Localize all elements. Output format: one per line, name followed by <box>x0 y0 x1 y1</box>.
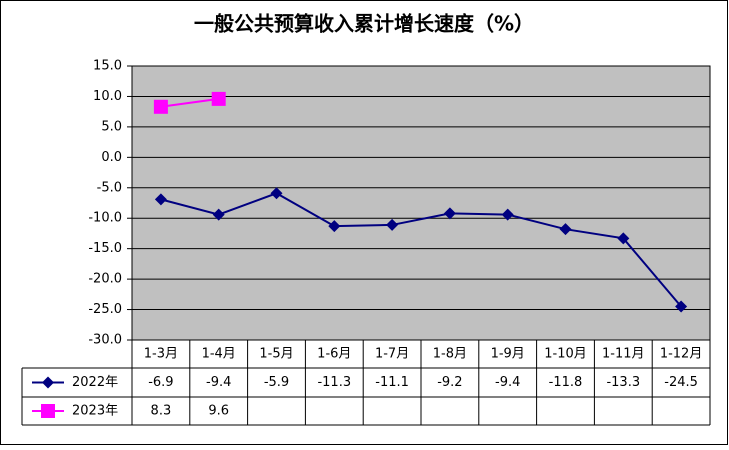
y-tick-label: 10.0 <box>93 89 122 104</box>
x-tick-label: 1-7月 <box>375 347 409 362</box>
y-tick-label: 0.0 <box>101 150 122 165</box>
table-value: -9.4 <box>495 375 520 390</box>
marker <box>42 376 54 389</box>
x-tick-label: 1-8月 <box>433 347 467 362</box>
table-value: 9.6 <box>208 404 229 419</box>
marker <box>617 232 630 245</box>
marker <box>41 404 55 418</box>
chart-title: 一般公共预算收入累计增长速度（%） <box>194 12 534 36</box>
legend-label: 2022年 <box>72 375 118 390</box>
table-value: -24.5 <box>664 375 698 390</box>
legend-label: 2023年 <box>72 404 118 419</box>
y-tick-label: -25.0 <box>88 302 122 317</box>
y-tick-label: -5.0 <box>97 180 122 195</box>
x-tick-label: 1-4月 <box>202 347 236 362</box>
series-line <box>160 192 682 308</box>
marker <box>559 223 572 236</box>
table-value: -11.3 <box>317 375 351 390</box>
marker <box>501 208 514 221</box>
marker <box>154 193 167 206</box>
table-value: -5.9 <box>264 375 289 390</box>
table-value: -9.4 <box>206 375 231 390</box>
marker <box>386 218 399 231</box>
x-tick-label: 1-11月 <box>602 347 645 362</box>
table-value: -11.1 <box>375 375 409 390</box>
x-tick-label: 1-3月 <box>144 347 178 362</box>
marker <box>270 187 283 200</box>
series-line <box>160 97 219 108</box>
table-value: -6.9 <box>148 375 173 390</box>
table-value: -11.8 <box>549 375 583 390</box>
y-tick-label: -15.0 <box>88 241 122 256</box>
marker <box>328 220 341 233</box>
table-value: 8.3 <box>151 404 172 419</box>
y-tick-label: -30.0 <box>88 333 122 348</box>
x-tick-label: 1-5月 <box>259 347 293 362</box>
y-tick-label: 15.0 <box>93 59 122 74</box>
marker <box>443 207 456 220</box>
marker <box>153 99 168 114</box>
table-value: -9.2 <box>437 375 462 390</box>
marker <box>212 208 225 221</box>
plot-area <box>131 65 711 341</box>
marker <box>675 300 688 313</box>
x-tick-label: 1-6月 <box>317 347 351 362</box>
table-value: -13.3 <box>606 375 640 390</box>
x-tick-label: 1-12月 <box>660 347 703 362</box>
y-tick-label: -10.0 <box>88 211 122 226</box>
y-tick-label: -20.0 <box>88 272 122 287</box>
marker <box>211 91 226 106</box>
x-tick-label: 1-9月 <box>491 347 525 362</box>
y-tick-label: 5.0 <box>101 119 122 134</box>
x-tick-label: 1-10月 <box>544 347 587 362</box>
